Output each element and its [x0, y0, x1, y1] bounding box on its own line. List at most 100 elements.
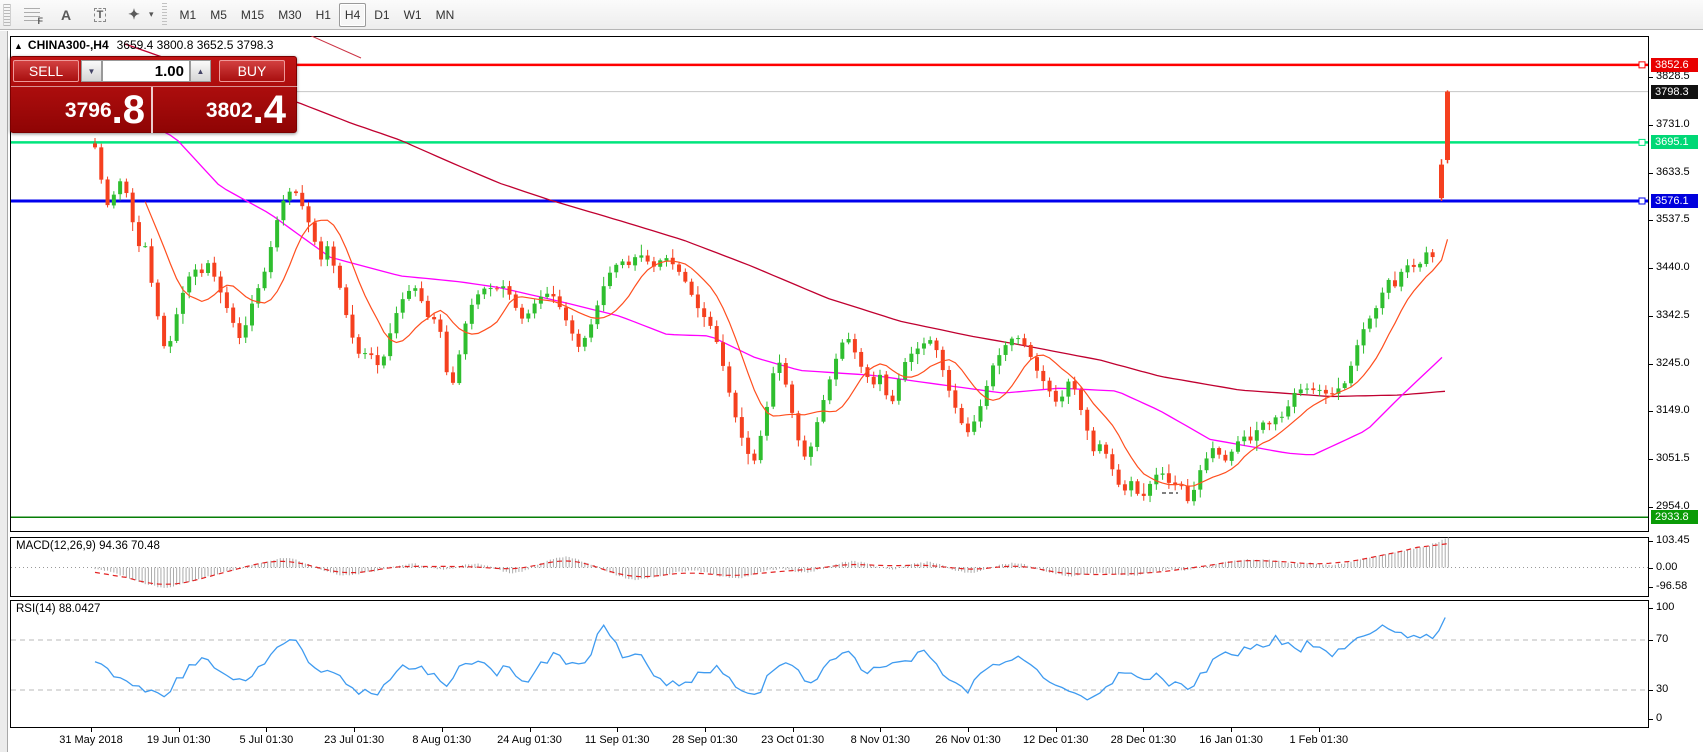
- candle-body: [231, 307, 236, 323]
- toolbar-grip[interactable]: [3, 3, 11, 26]
- tf-button-M1[interactable]: M1: [179, 7, 197, 22]
- ask-price[interactable]: 3802. 4: [153, 87, 298, 133]
- price-tick-mark: [1649, 459, 1653, 461]
- candle-body: [564, 307, 568, 321]
- candle-body: [300, 192, 305, 207]
- volume-increase-button[interactable]: ▲: [190, 60, 211, 82]
- candle-body: [218, 276, 223, 293]
- candle-body: [1323, 389, 1328, 394]
- candle-body: [375, 355, 380, 366]
- candle-body: [476, 294, 481, 305]
- candle-body: [532, 303, 537, 314]
- date-tick-mark: [529, 728, 531, 732]
- candle-body: [262, 271, 267, 289]
- candle-body: [501, 286, 506, 289]
- price-tick-label: 3633.5: [1656, 165, 1690, 178]
- candle-body: [695, 294, 700, 309]
- bid-main-digits: 3796: [64, 99, 112, 122]
- text-t-glyph: T: [93, 7, 107, 22]
- price-tick-label: 3149.0: [1656, 404, 1690, 417]
- bid-price[interactable]: 3796. 8: [11, 87, 153, 133]
- candle-body: [381, 356, 386, 366]
- candle-body: [105, 179, 110, 206]
- candle-body: [507, 286, 512, 295]
- candle-body: [469, 304, 474, 324]
- tf-button-MN[interactable]: MN: [435, 7, 455, 22]
- tf-button-D1[interactable]: D1: [374, 7, 390, 22]
- arrows-icon[interactable]: ✦: [119, 3, 149, 27]
- hline-handle[interactable]: [1638, 61, 1646, 69]
- candle-body: [1097, 444, 1102, 452]
- candle-body: [1091, 430, 1096, 452]
- candle-body: [1185, 485, 1190, 502]
- candle-body: [721, 342, 725, 366]
- candle-body: [1367, 318, 1372, 329]
- candle-body: [1166, 473, 1171, 483]
- date-tick-mark: [354, 728, 356, 732]
- text-label-icon[interactable]: A: [51, 3, 81, 27]
- candle-body: [802, 440, 807, 457]
- buy-button[interactable]: BUY: [219, 60, 285, 82]
- candle-body: [1317, 389, 1322, 391]
- volume-input[interactable]: [102, 60, 190, 82]
- rsi-plot[interactable]: [10, 600, 1649, 728]
- candle-body: [934, 340, 939, 351]
- price-tick-mark: [1649, 411, 1653, 413]
- candle-body: [1028, 344, 1033, 357]
- tf-button-M15[interactable]: M15: [240, 7, 265, 22]
- candle-body: [639, 255, 644, 258]
- candle-body: [896, 379, 901, 401]
- tf-button-W1[interactable]: W1: [403, 7, 422, 22]
- candle-body: [921, 343, 926, 349]
- tf-button-M5[interactable]: M5: [210, 7, 227, 22]
- candle-body: [1148, 483, 1153, 496]
- date-label-2: 5 Jul 01:30: [239, 734, 294, 746]
- macd-label: MACD(12,26,9) 94.36 70.48: [16, 540, 160, 552]
- chart-title: ▲ CHINA300-,H4 3659.4 3800.8 3652.5 3798.3: [14, 38, 273, 52]
- crosshair-grid-icon[interactable]: F: [17, 3, 47, 27]
- candle-body: [815, 422, 820, 447]
- sell-button[interactable]: SELL: [13, 60, 79, 82]
- candle-body: [149, 246, 154, 283]
- ask-big-digit: 4: [263, 88, 286, 132]
- trendline-fragment[interactable]: [298, 36, 362, 59]
- candle-body: [93, 143, 97, 148]
- candle-body: [859, 351, 864, 367]
- candle-body: [947, 369, 952, 391]
- volume-decrease-button[interactable]: ▼: [81, 60, 102, 82]
- candle-body: [796, 413, 801, 441]
- candle-body: [620, 261, 625, 266]
- date-tick-mark: [266, 728, 268, 732]
- collapse-arrow-icon[interactable]: ▲: [14, 41, 23, 51]
- candle-body: [601, 286, 606, 306]
- date-tick-mark: [1318, 728, 1320, 732]
- candle-body: [1411, 264, 1416, 267]
- candle-body: [589, 324, 594, 338]
- chevron-down-icon[interactable]: ▾: [149, 9, 154, 19]
- candle-body: [777, 362, 782, 373]
- hline-handle[interactable]: [1638, 197, 1646, 205]
- date-tick-mark: [968, 728, 969, 732]
- macd-plot[interactable]: [10, 537, 1649, 597]
- macd-tick-label: -96.58: [1656, 580, 1688, 592]
- text-box-icon[interactable]: T: [85, 3, 115, 27]
- candle-body: [790, 384, 795, 413]
- candle-body: [1210, 448, 1215, 459]
- candle-body: [1116, 469, 1121, 485]
- candle-body: [1292, 392, 1297, 407]
- tf-button-H1[interactable]: H1: [315, 7, 331, 22]
- candle-body: [180, 292, 185, 314]
- tf-button-H4[interactable]: H4: [338, 2, 367, 27]
- tf-button-M30[interactable]: M30: [278, 7, 302, 22]
- candle-body: [739, 417, 744, 438]
- ask-main-digits: 3802: [205, 99, 253, 122]
- price-badge-3798.3: 3798.3: [1651, 84, 1698, 99]
- candle-body: [940, 349, 945, 371]
- hline-handle[interactable]: [1638, 138, 1646, 146]
- candle-body: [1198, 470, 1203, 490]
- candle-body: [1424, 252, 1429, 265]
- candle-body: [1439, 164, 1444, 199]
- candle-body: [1053, 390, 1058, 402]
- candle-body: [1192, 489, 1196, 502]
- candle-body: [991, 365, 996, 387]
